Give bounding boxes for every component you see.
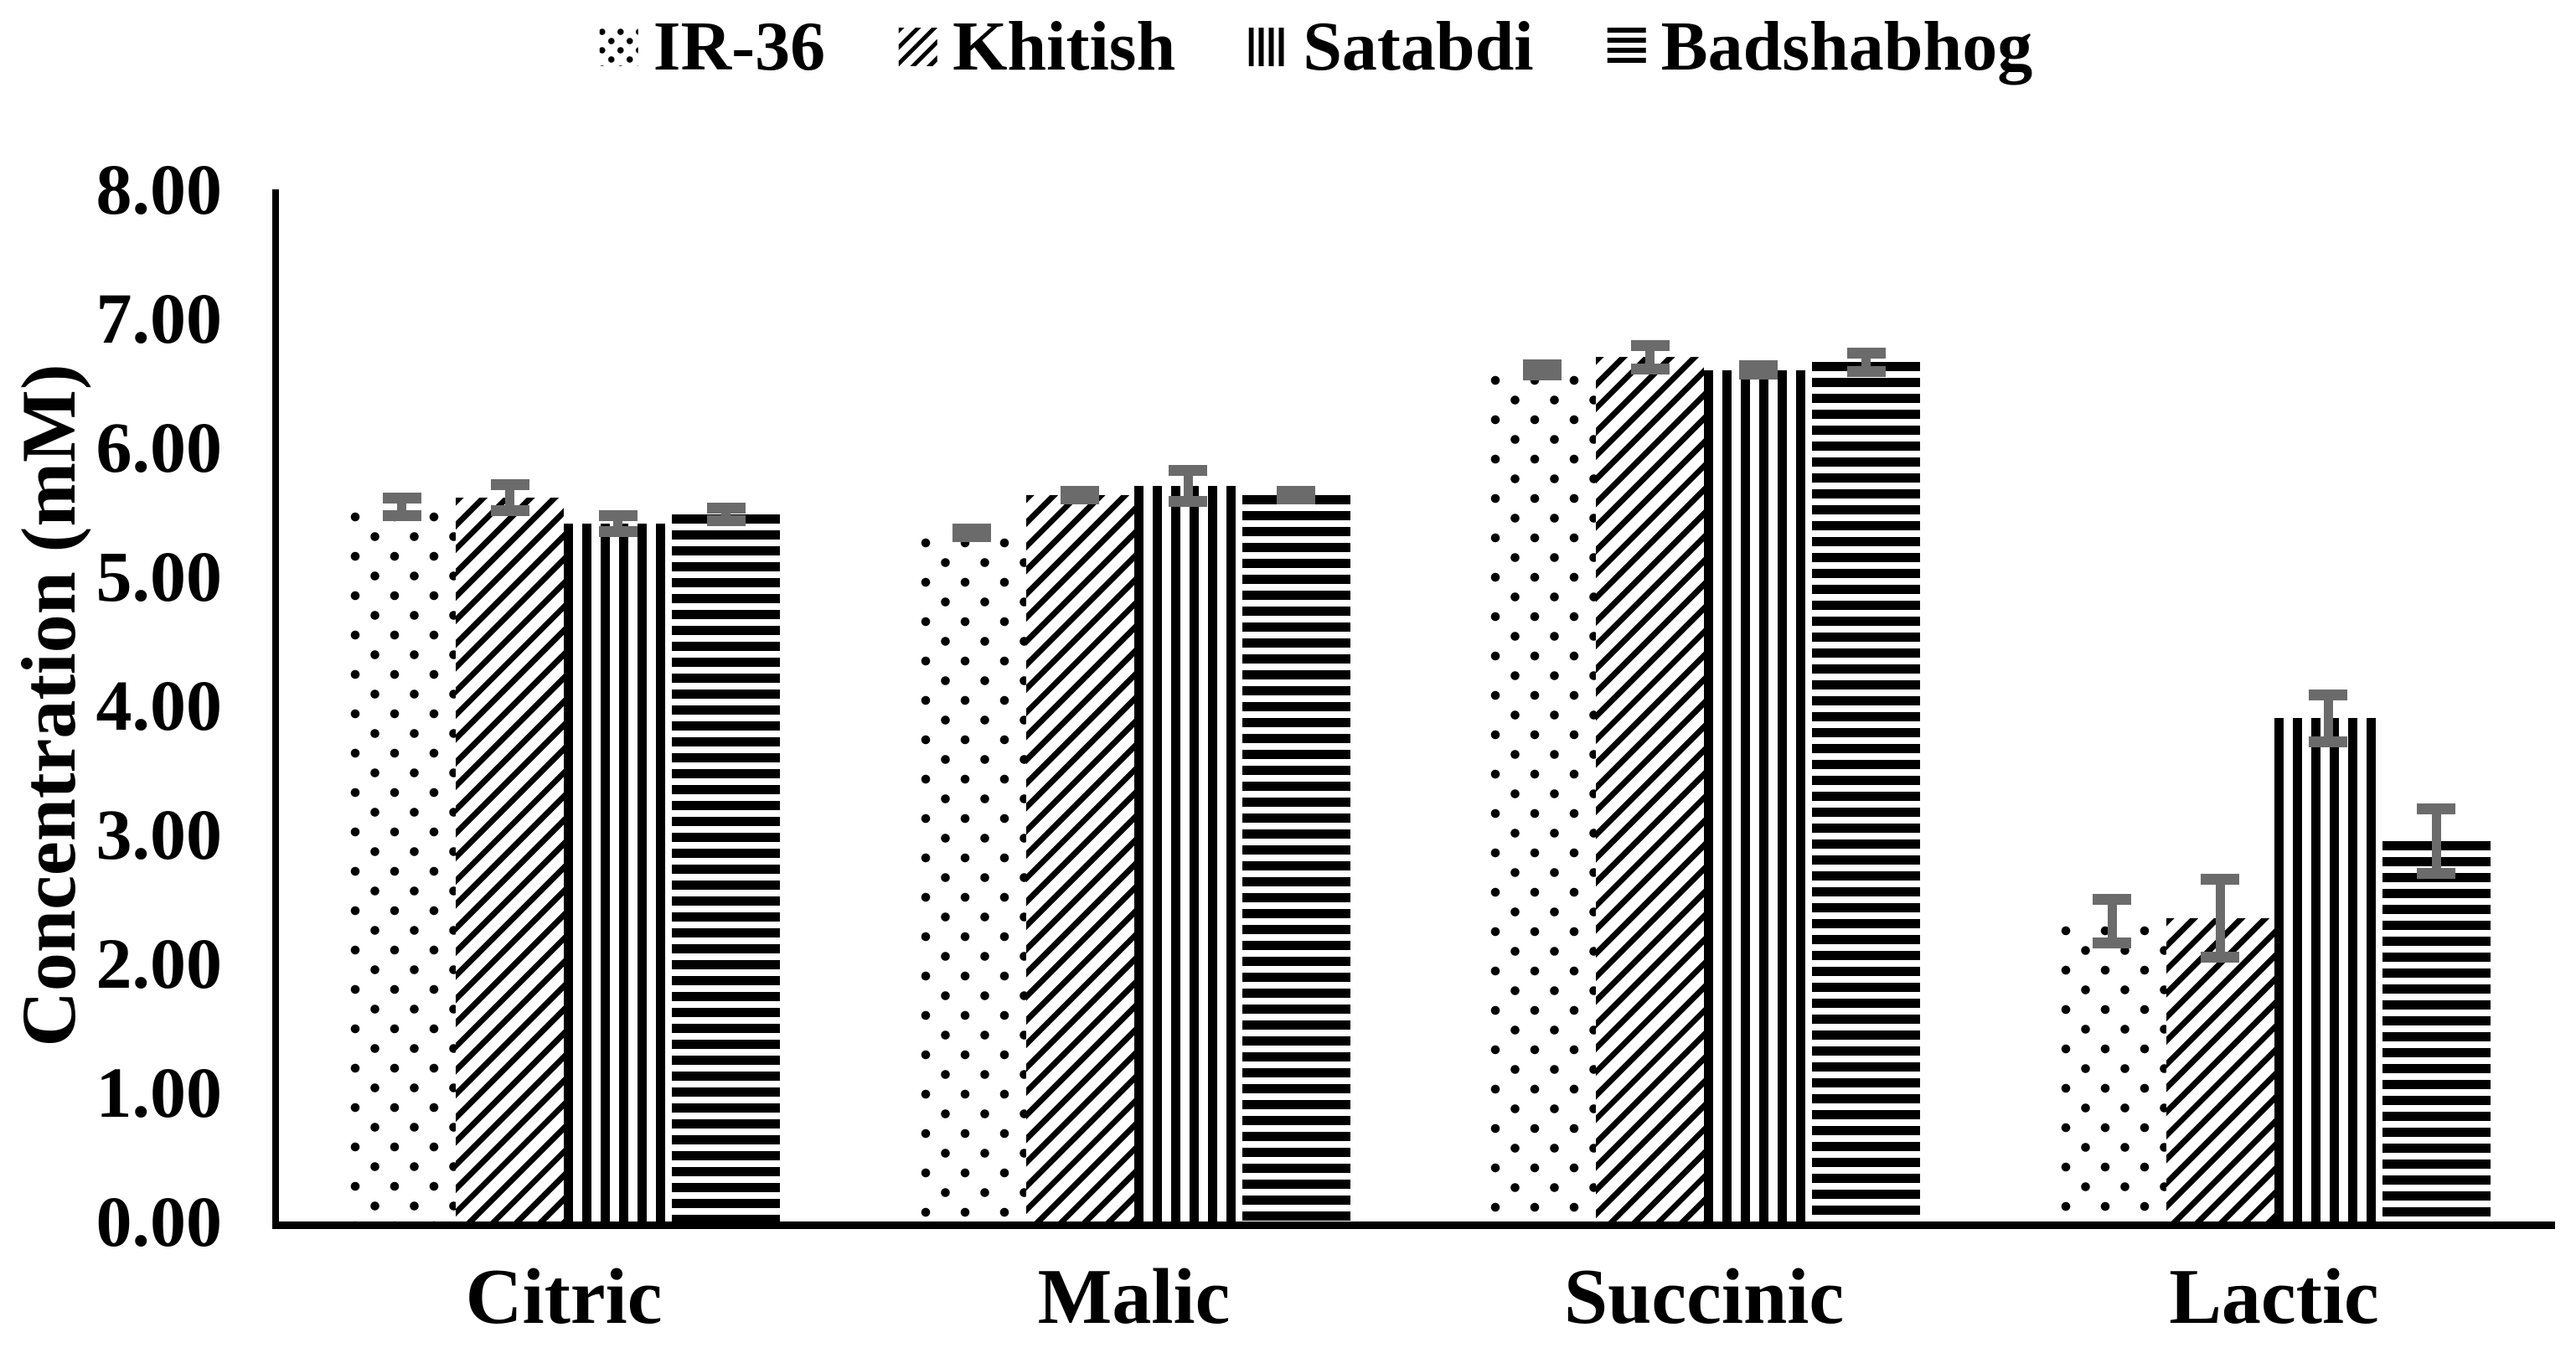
legend-item-satabdi: Satabdi	[1249, 7, 1534, 87]
legend-label: Khitish	[952, 8, 1176, 85]
legend: IR-36 Khitish Satabdi Badshabhog	[599, 7, 2033, 87]
error-bar-cap	[1061, 493, 1099, 505]
bar-ir-36-lactic	[2057, 921, 2166, 1221]
error-bar-cap	[1846, 348, 1886, 359]
error-bar	[2215, 879, 2225, 958]
error-bar-cap	[2093, 937, 2131, 948]
y-tick-label: 4.00	[96, 665, 223, 746]
bar-khitish-succinic	[1596, 357, 1704, 1221]
error-bar	[2323, 695, 2333, 742]
bar-ir-36-malic	[917, 532, 1026, 1221]
bar-khitish-malic	[1025, 494, 1134, 1221]
vertical-stripes-swatch-icon	[1249, 28, 1288, 66]
error-bar-cap	[1522, 369, 1562, 381]
error-bar-cap	[1169, 465, 1207, 477]
bar-satabdi-malic	[1133, 486, 1242, 1221]
legend-label: Satabdi	[1303, 8, 1534, 85]
bar-khitish-lactic	[2166, 918, 2274, 1221]
bar-badshabhog-malic	[1242, 494, 1350, 1221]
error-bar-cap	[2093, 893, 2131, 905]
x-category-label: Lactic	[2169, 1253, 2379, 1340]
error-bar-cap	[598, 510, 638, 522]
error-bar-cap	[1630, 363, 1670, 374]
y-tick-label: 0.00	[96, 1181, 223, 1262]
error-bar-cap	[1277, 493, 1315, 505]
horizontal-stripes-swatch-icon	[1607, 28, 1646, 66]
bar-satabdi-succinic	[1704, 369, 1812, 1221]
error-bar	[505, 484, 514, 511]
y-tick-label: 8.00	[96, 149, 223, 230]
error-bar-cap	[490, 479, 529, 491]
error-bar-cap	[2417, 803, 2455, 814]
dots-swatch-icon	[599, 28, 638, 66]
legend-item-ir-36: IR-36	[599, 7, 826, 87]
error-bar	[1645, 345, 1655, 369]
error-bar-cap	[2417, 867, 2455, 879]
y-tick-label: 5.00	[96, 536, 223, 617]
y-tick-label: 2.00	[96, 923, 223, 1004]
legend-label: Badshabhog	[1660, 8, 2033, 85]
bar-khitish-citric	[456, 498, 564, 1221]
error-bar	[2431, 808, 2441, 874]
bar-badshabhog-citric	[672, 514, 780, 1221]
x-category-label: Malic	[1037, 1253, 1231, 1340]
x-category-label: Citric	[465, 1253, 663, 1340]
y-tick-label: 3.00	[96, 794, 223, 875]
error-bar-cap	[598, 525, 638, 537]
error-bar-cap	[706, 515, 746, 527]
error-bar-cap	[952, 530, 991, 542]
legend-item-khitish: Khitish	[899, 7, 1175, 87]
error-bar	[1861, 353, 1871, 372]
error-bar-cap	[2309, 689, 2347, 701]
diagonal-stripes-swatch-icon	[899, 28, 938, 66]
error-bar-cap	[1522, 359, 1562, 370]
error-bar-cap	[2201, 874, 2239, 886]
error-bar-cap	[1846, 365, 1886, 377]
y-tick-label: 6.00	[96, 407, 223, 488]
legend-label: IR-36	[653, 8, 826, 85]
legend-item-badshabhog: Badshabhog	[1607, 7, 2033, 87]
y-tick-label: 7.00	[96, 278, 223, 359]
bar-ir-36-succinic	[1488, 369, 1596, 1221]
error-bar	[613, 515, 622, 532]
bar-satabdi-citric	[564, 523, 672, 1221]
error-bar-cap	[2201, 951, 2239, 963]
bar-ir-36-citric	[348, 506, 456, 1221]
x-category-label: Succinic	[1563, 1253, 1845, 1340]
error-bar-cap	[1169, 496, 1207, 508]
error-bar	[721, 508, 730, 521]
bar-badshabhog-lactic	[2382, 840, 2491, 1221]
error-bar-cap	[1738, 368, 1778, 380]
error-bar	[1183, 470, 1193, 502]
error-bar-cap	[2309, 736, 2347, 747]
error-bar	[2107, 899, 2117, 943]
error-bar-cap	[706, 502, 746, 514]
y-tick-label: 1.00	[96, 1052, 223, 1133]
bar-badshabhog-succinic	[1812, 362, 1920, 1221]
plot-area	[272, 189, 2555, 1229]
error-bar-cap	[1630, 339, 1670, 351]
error-bar	[397, 498, 406, 516]
error-bar-cap	[382, 510, 421, 522]
error-bar-cap	[490, 504, 529, 516]
error-bar-cap	[382, 492, 421, 504]
bar-satabdi-lactic	[2274, 718, 2382, 1221]
